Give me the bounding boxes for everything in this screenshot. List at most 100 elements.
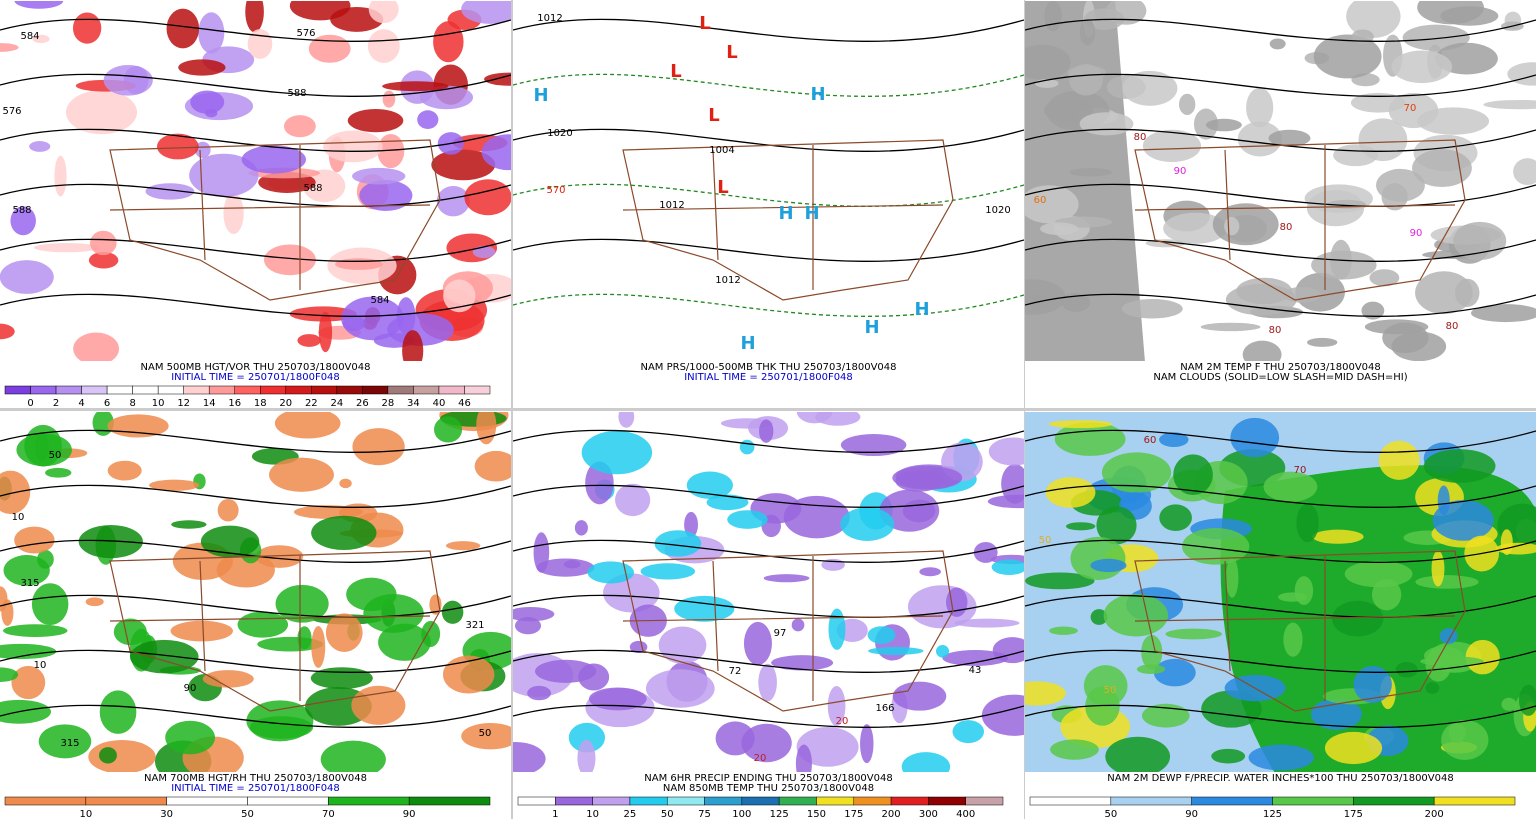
- field-shade: [32, 34, 50, 44]
- field-shade: [1312, 529, 1364, 544]
- field-shade: [563, 560, 581, 569]
- field-shade: [1431, 550, 1445, 587]
- field-shade: [868, 646, 924, 655]
- field-shade: [1324, 731, 1383, 765]
- field-shade: [1224, 217, 1240, 236]
- field-shade: [205, 109, 218, 118]
- contour-line: [1025, 128, 1536, 152]
- field-shade: [759, 419, 774, 443]
- map-label: 43: [969, 665, 982, 676]
- colorbar-label: 100: [732, 809, 751, 819]
- field-shade: [1122, 70, 1178, 106]
- field-shade: [536, 558, 595, 577]
- map-label: 20: [754, 753, 767, 764]
- field-shade: [763, 574, 810, 583]
- field-shade: [113, 618, 147, 646]
- colorbar-label: 200: [882, 809, 901, 819]
- field-shade: [339, 478, 352, 489]
- caption: NAM 2M TEMP F THU 250703/1800V048: [1180, 362, 1381, 373]
- map-label: 10: [34, 660, 47, 671]
- field-shade: [421, 620, 441, 647]
- map-label: H: [740, 333, 755, 354]
- colorbar-label: 70: [322, 809, 335, 819]
- field-shade: [442, 655, 495, 694]
- field-shade: [1050, 739, 1099, 760]
- field-shade: [1296, 503, 1319, 543]
- field-shade: [1205, 118, 1242, 132]
- field-shade: [581, 430, 653, 475]
- field-shade: [335, 258, 383, 270]
- map-label: 20: [836, 716, 849, 727]
- contour-line: [1025, 429, 1536, 453]
- field-shade: [1096, 506, 1137, 545]
- field-shade: [1519, 684, 1536, 716]
- field-shade: [78, 524, 143, 559]
- field-shade: [1333, 144, 1378, 167]
- colorbar-label: 30: [160, 809, 173, 819]
- contour-line: [513, 73, 1024, 97]
- field-shade: [1163, 212, 1228, 244]
- map-label: 72: [729, 666, 742, 677]
- field-shade: [198, 12, 225, 54]
- field-shade: [1361, 301, 1385, 320]
- field-shade: [90, 230, 117, 256]
- map-label: 1012: [659, 200, 684, 211]
- field-shade: [1455, 278, 1480, 307]
- map-label: 70: [1294, 465, 1307, 476]
- field-shade: [297, 334, 321, 347]
- field-shade: [758, 663, 777, 702]
- field-shade: [1211, 748, 1246, 764]
- map-label: 90: [1174, 166, 1187, 177]
- field-shade: [1101, 452, 1172, 493]
- field-shade: [1402, 24, 1470, 51]
- field-shade: [303, 169, 346, 203]
- field-shade: [867, 626, 896, 644]
- caption: NAM 850MB TEMP THU 250703/1800V048: [663, 783, 874, 794]
- contour-line: [0, 183, 511, 207]
- field-shade: [783, 495, 850, 539]
- field-shade: [892, 465, 963, 490]
- field-shade: [3, 624, 68, 638]
- field-shade: [1263, 471, 1318, 502]
- field-shade: [1225, 284, 1297, 316]
- contour-line: [513, 293, 1024, 317]
- field-shade: [474, 450, 511, 482]
- field-shade: [1294, 576, 1314, 605]
- field-shade: [1483, 99, 1536, 110]
- field-shade: [1412, 149, 1472, 188]
- field-shade: [320, 740, 386, 772]
- colorbar-segment: [1353, 796, 1435, 806]
- field-shade: [1437, 485, 1450, 516]
- colorbar-label: 16: [228, 398, 241, 409]
- field-shade: [14, 526, 55, 554]
- map-label: 584: [370, 295, 389, 306]
- field-shade: [860, 724, 874, 764]
- map-label: 315: [20, 578, 39, 589]
- map-label: 1020: [985, 205, 1010, 216]
- colorbar-segment: [928, 796, 966, 806]
- map-label: H: [533, 85, 548, 106]
- colorbar-segment: [629, 796, 668, 806]
- map-label: 584: [20, 31, 39, 42]
- field-shade: [1142, 129, 1202, 163]
- field-shade: [31, 583, 69, 626]
- field-shade: [1353, 665, 1392, 703]
- field-shade: [342, 315, 366, 332]
- field-shade: [892, 681, 947, 711]
- field-shade: [24, 424, 62, 467]
- field-shade: [54, 155, 67, 197]
- field-shade: [1269, 38, 1286, 50]
- field-shade: [919, 567, 941, 577]
- field-shade: [85, 597, 104, 607]
- caption: NAM 500MB HGT/VOR THU 250703/1800V048: [141, 362, 371, 373]
- field-shade: [1313, 34, 1382, 79]
- contour-line: [0, 18, 511, 42]
- field-shade: [171, 520, 207, 529]
- field-shade: [194, 141, 211, 159]
- contour-line: [0, 594, 511, 618]
- colorbar-segment: [328, 796, 410, 806]
- field-shade: [274, 412, 341, 439]
- field-shade: [879, 489, 940, 532]
- contour-line: [513, 539, 1024, 563]
- panel: 50 60 50 70 NAM 2M DEWP F/PRECIP. WATER INCH…: [1025, 411, 1536, 819]
